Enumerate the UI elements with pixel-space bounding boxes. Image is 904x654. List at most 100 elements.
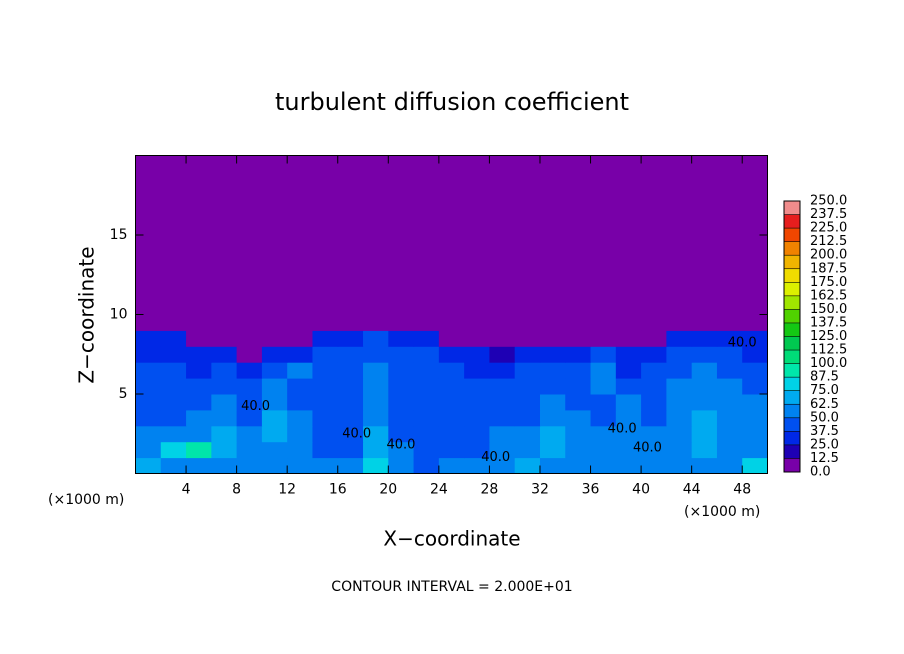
cell xyxy=(160,330,187,347)
cell xyxy=(590,346,617,363)
colorbar-label: 87.5 xyxy=(810,370,839,385)
cell xyxy=(160,394,187,411)
colorbar-swatch xyxy=(784,309,800,323)
cell xyxy=(565,378,592,395)
cell xyxy=(363,155,389,331)
cell xyxy=(691,409,718,427)
cell xyxy=(539,441,566,459)
cell xyxy=(413,441,440,459)
contour-label: 40.0 xyxy=(728,336,757,351)
cell xyxy=(691,378,718,395)
cell xyxy=(615,425,642,443)
cell xyxy=(438,378,465,395)
cell xyxy=(641,346,667,363)
cell xyxy=(742,362,768,379)
cell xyxy=(590,155,617,331)
cell xyxy=(641,441,667,459)
cell xyxy=(413,330,440,347)
cell xyxy=(716,378,743,395)
y-axis-label: Z−coordinate xyxy=(75,246,99,383)
cell xyxy=(489,346,516,363)
cell xyxy=(413,378,440,395)
colorbar-swatch xyxy=(784,201,800,215)
cell xyxy=(539,409,566,427)
cell xyxy=(135,457,162,474)
x-tick-label: 8 xyxy=(232,482,241,498)
colorbar-swatch xyxy=(784,295,800,310)
cell xyxy=(236,346,263,363)
cell xyxy=(135,441,162,459)
colorbar-swatch xyxy=(784,214,800,229)
cell xyxy=(641,362,667,379)
cell xyxy=(615,155,642,331)
cell xyxy=(160,346,187,363)
x-tick-label: 44 xyxy=(683,482,701,498)
cell xyxy=(438,441,465,459)
cell xyxy=(388,155,415,331)
cell xyxy=(413,425,440,443)
colorbar-swatch xyxy=(784,268,800,283)
colorbar-label: 150.0 xyxy=(810,302,847,317)
cell xyxy=(261,457,288,474)
cell xyxy=(742,155,768,331)
cell xyxy=(716,409,743,427)
x-tick-label: 12 xyxy=(278,482,296,498)
cell xyxy=(615,394,642,411)
colorbar-label: 175.0 xyxy=(810,275,847,290)
cell xyxy=(186,441,212,459)
cell xyxy=(363,346,389,363)
cell xyxy=(337,346,364,363)
cell xyxy=(514,457,541,474)
colorbar-swatch xyxy=(784,228,800,242)
cell xyxy=(135,409,162,427)
cell xyxy=(565,330,592,347)
cell xyxy=(464,441,490,459)
cell xyxy=(413,394,440,411)
x-tick-label: 48 xyxy=(733,482,751,498)
cell xyxy=(489,394,516,411)
cell xyxy=(691,346,718,363)
cell xyxy=(716,346,743,363)
cell xyxy=(539,362,566,379)
cell xyxy=(261,394,288,411)
cell xyxy=(337,362,364,379)
cell xyxy=(363,378,389,395)
cell xyxy=(565,155,592,331)
colorbar-label: 187.5 xyxy=(810,261,847,276)
cell xyxy=(691,394,718,411)
colorbar-label: 250.0 xyxy=(810,194,847,209)
cell xyxy=(539,378,566,395)
cell xyxy=(287,155,313,331)
contour-label: 40.0 xyxy=(608,421,637,436)
cell xyxy=(641,409,667,427)
cell xyxy=(388,346,415,363)
cell xyxy=(337,457,364,474)
cell xyxy=(160,362,187,379)
cell xyxy=(590,378,617,395)
cell xyxy=(565,346,592,363)
cell xyxy=(211,425,238,443)
colorbar-label: 12.5 xyxy=(810,451,839,466)
cell xyxy=(615,457,642,474)
y-unit: (×1000 m) xyxy=(48,492,124,508)
cell xyxy=(641,330,667,347)
cell xyxy=(211,378,238,395)
cell xyxy=(211,346,238,363)
cell xyxy=(691,362,718,379)
cell xyxy=(489,330,516,347)
cell xyxy=(388,457,415,474)
cell xyxy=(287,378,313,395)
cell xyxy=(135,394,162,411)
cell xyxy=(236,441,263,459)
cell xyxy=(186,155,212,331)
cell xyxy=(716,362,743,379)
cell xyxy=(666,330,693,347)
cell xyxy=(287,394,313,411)
cell xyxy=(337,425,364,443)
contour-label: 40.0 xyxy=(342,426,371,441)
cell xyxy=(337,330,364,347)
cell xyxy=(464,409,490,427)
colorbar-label: 212.5 xyxy=(810,234,847,249)
cell xyxy=(186,346,212,363)
cell xyxy=(716,394,743,411)
